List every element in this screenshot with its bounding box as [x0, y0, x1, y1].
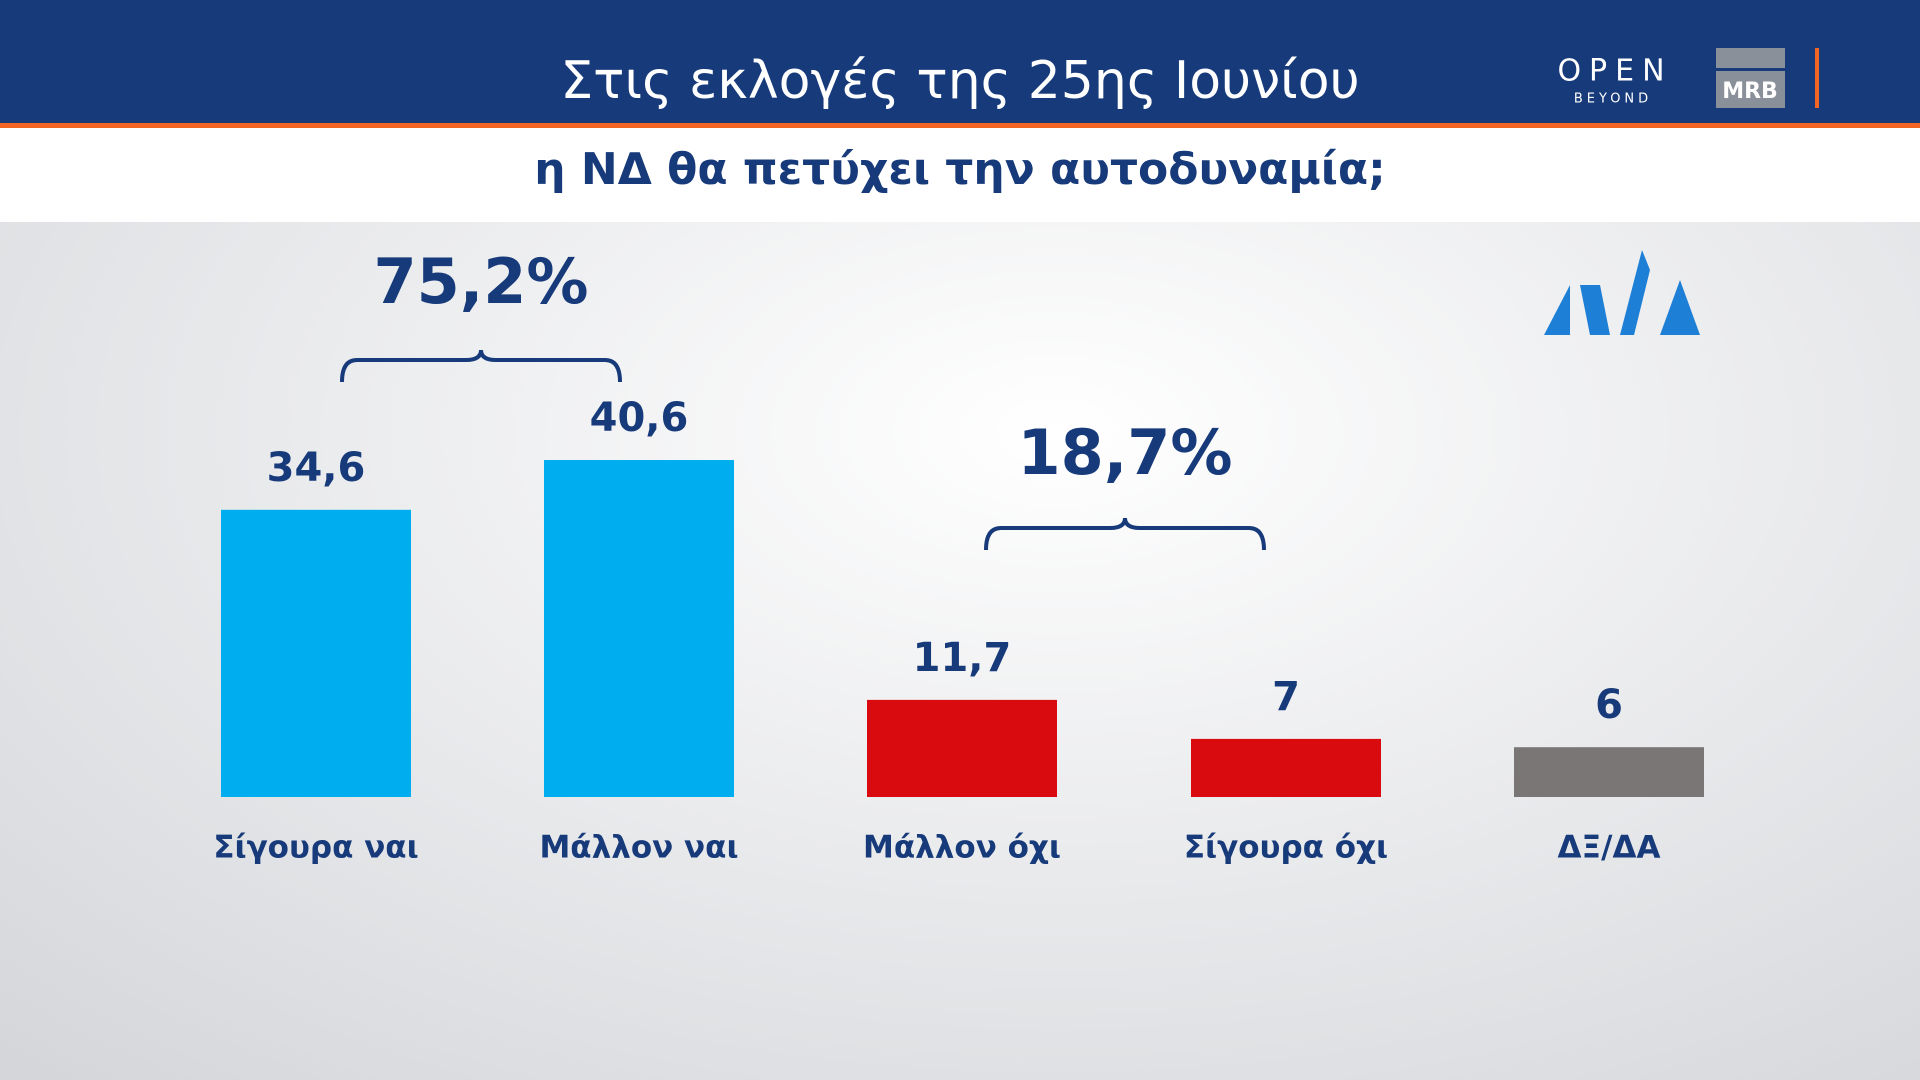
category-label: Σίγουρα ναι — [213, 830, 418, 866]
bar — [867, 699, 1057, 797]
value-label: 6 — [1595, 682, 1623, 728]
category-label: Μάλλον ναι — [539, 830, 738, 866]
value-label: 11,7 — [913, 635, 1012, 681]
bar — [1514, 747, 1704, 797]
logo-mrb: MRB — [1722, 79, 1778, 104]
category-label: ΔΞ/ΔΑ — [1558, 830, 1661, 866]
value-label: 7 — [1272, 674, 1300, 720]
bracket — [984, 517, 1266, 551]
logo-beyond: BEYOND — [1574, 92, 1652, 107]
header-rule — [0, 123, 1920, 128]
logo-shape — [1620, 250, 1650, 335]
bracket — [340, 349, 622, 383]
bar — [544, 460, 734, 797]
logo-mrb-box — [1716, 48, 1785, 108]
category-label: Μάλλον όχι — [863, 830, 1061, 866]
logo-shape — [1544, 285, 1570, 335]
bar — [221, 509, 411, 797]
group-total: 75,2% — [373, 245, 588, 318]
logo-shape — [1660, 280, 1700, 335]
subtitle-band — [0, 128, 1920, 222]
header-bar — [0, 0, 1920, 125]
logo-mrb-line — [1716, 68, 1785, 71]
category-label: Σίγουρα όχι — [1184, 830, 1388, 866]
party-logo — [1544, 250, 1700, 335]
value-label: 40,6 — [590, 395, 689, 441]
logo-divider — [1815, 48, 1819, 108]
subtitle: η ΝΔ θα πετύχει την αυτοδυναμία; — [534, 144, 1385, 195]
group-total: 18,7% — [1017, 416, 1232, 489]
bar — [1191, 738, 1381, 797]
logo-shape — [1580, 285, 1610, 335]
value-label: 34,6 — [267, 445, 366, 491]
title: Στις εκλογές της 25ης Ιουνίου — [560, 51, 1359, 111]
logo-open: OPEN — [1557, 54, 1672, 89]
